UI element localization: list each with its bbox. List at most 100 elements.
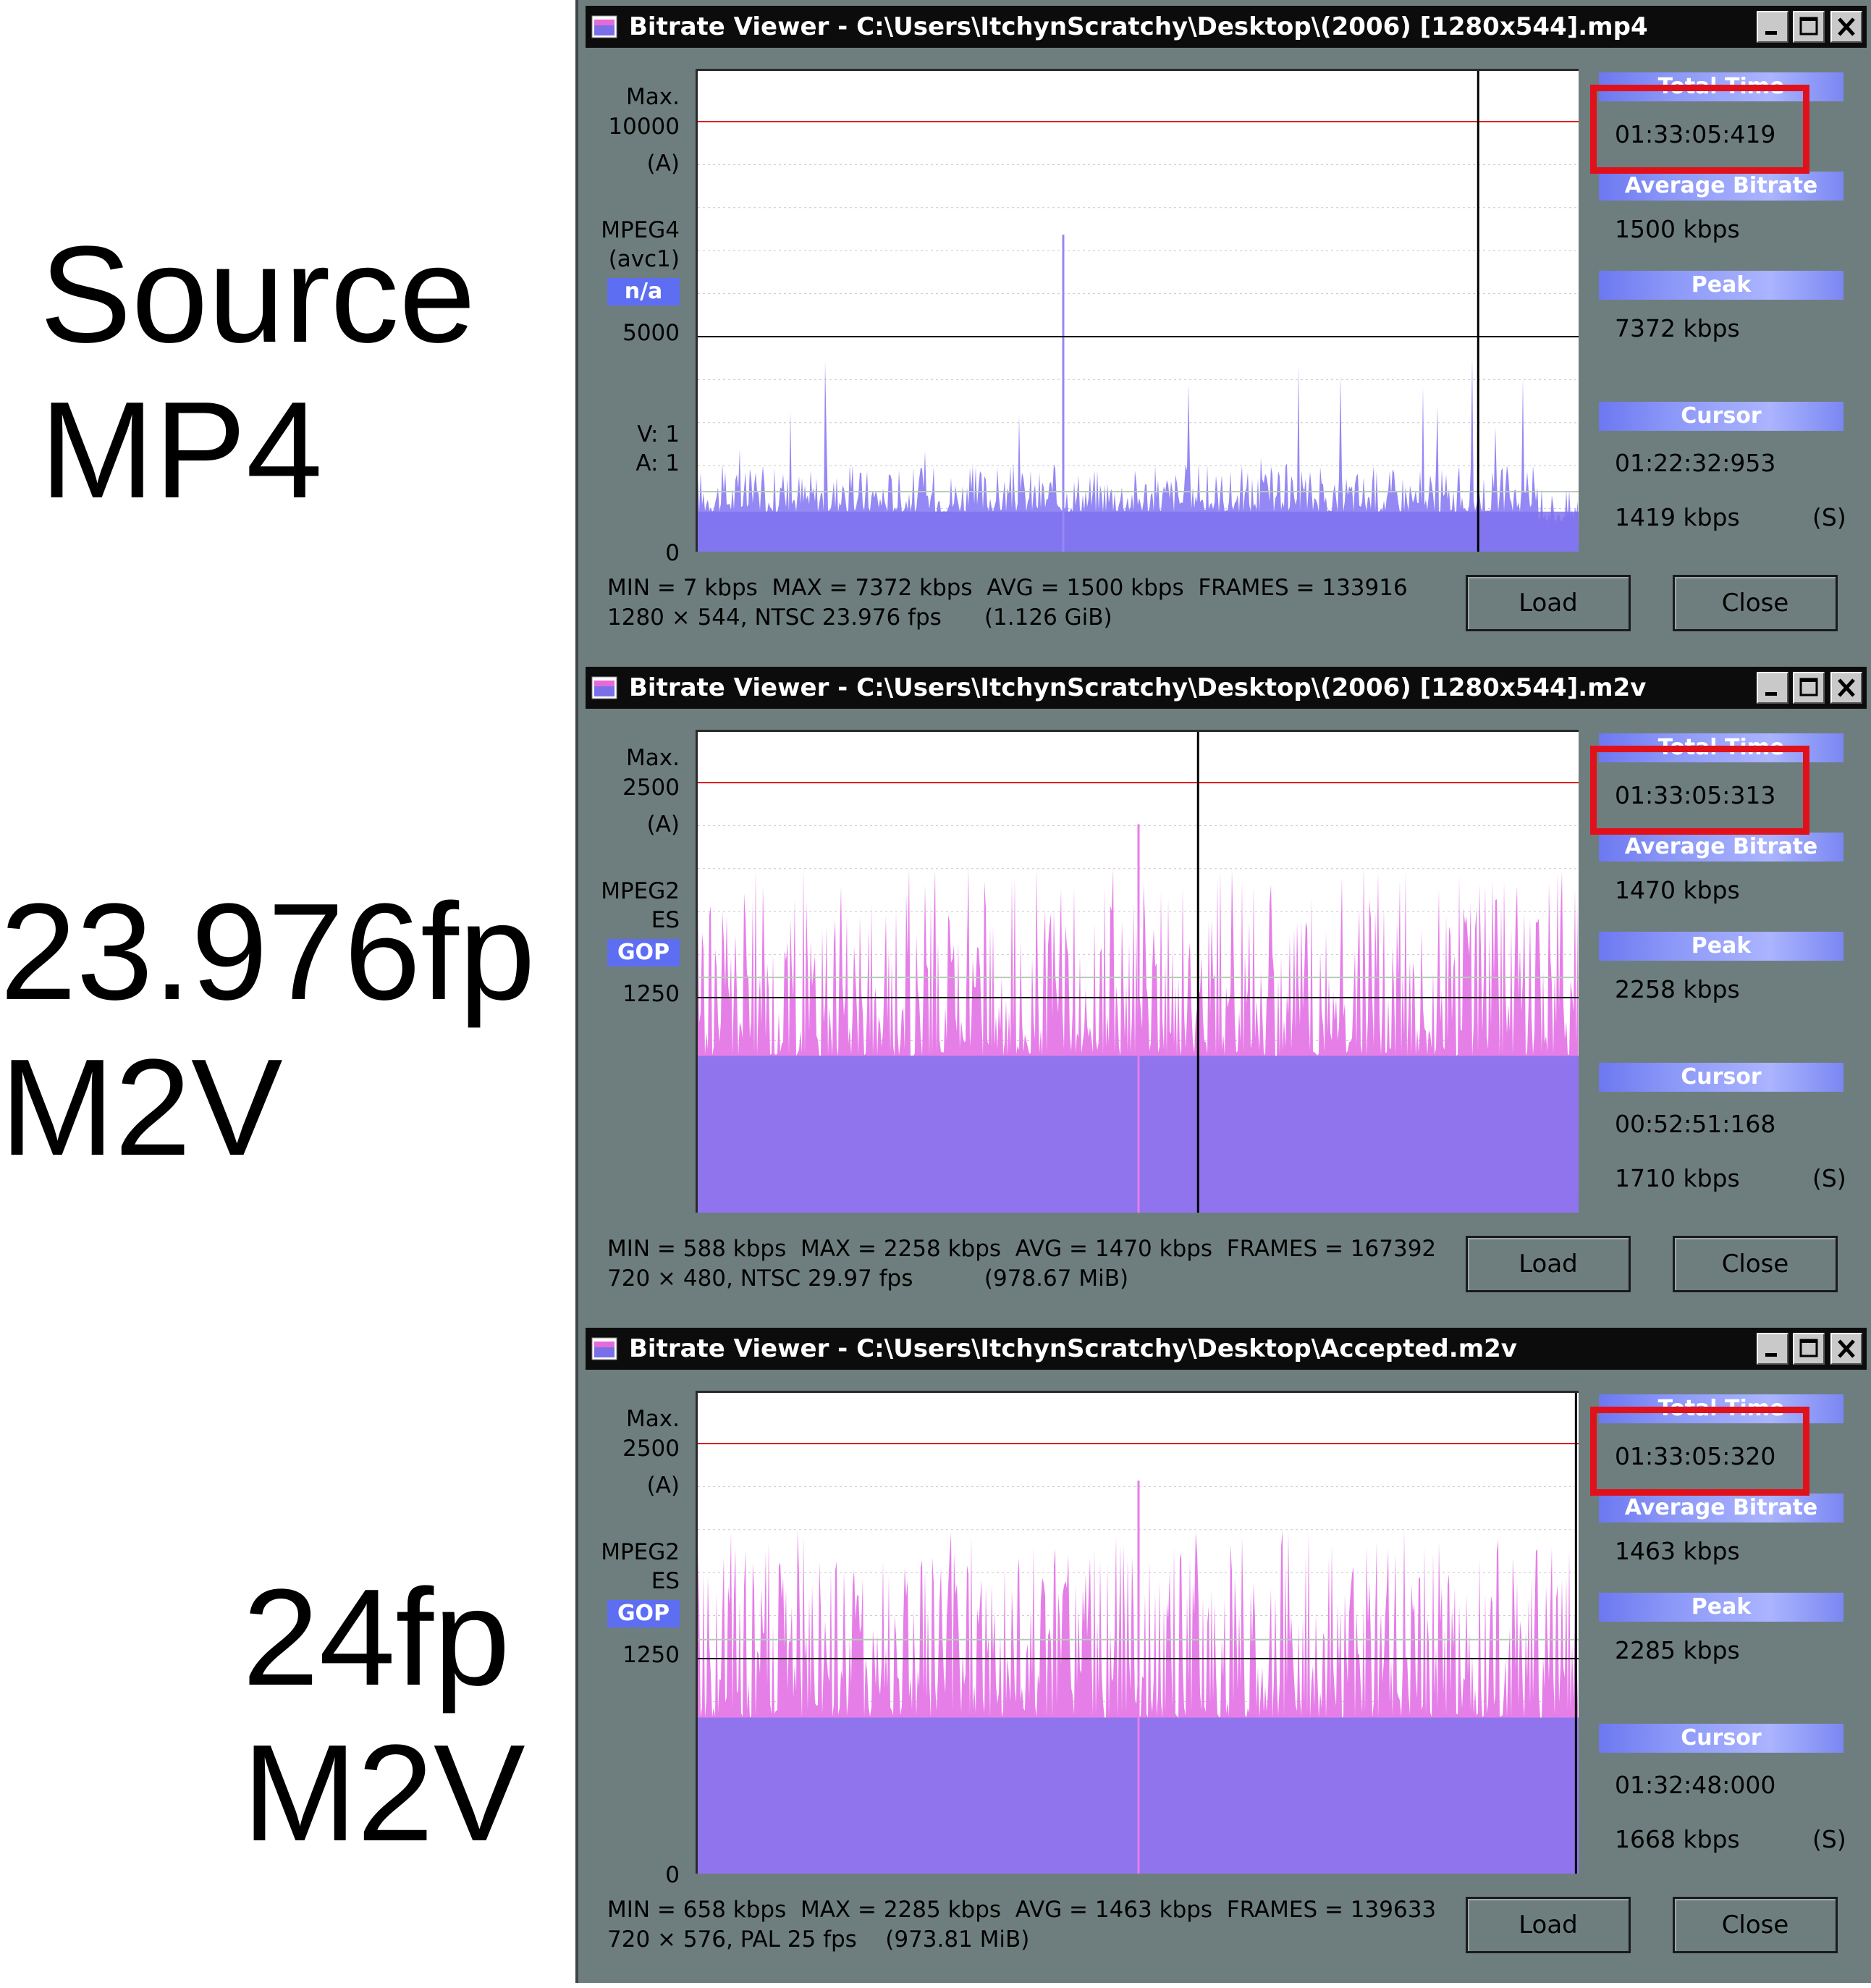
y-axis-mid-value: 5000 (622, 320, 680, 346)
maximize-button[interactable] (1793, 11, 1825, 43)
minimize-icon (1765, 1353, 1777, 1357)
cursor-bitrate-value: 1668 kbps (1615, 1825, 1740, 1853)
codec-line-2: ES (651, 1568, 680, 1594)
minimize-icon (1765, 31, 1777, 35)
cursor-header: Cursor (1599, 1724, 1843, 1753)
y-axis-zero-value: 0 (665, 1862, 680, 1888)
codec-line-1: MPEG2 (601, 878, 680, 904)
maximize-button[interactable] (1793, 672, 1825, 704)
total-time-highlight (1590, 1407, 1809, 1496)
cursor-bitrate-value: 1419 kbps (1615, 503, 1740, 531)
window-title: Bitrate Viewer - C:\Users\ItchynScratchy… (629, 12, 1648, 41)
cursor-header: Cursor (1599, 1063, 1843, 1092)
stats-line-1: MIN = 588 kbps MAX = 2258 kbps AVG = 147… (607, 1236, 1437, 1262)
bitrate-viewer-app-icon (591, 676, 617, 699)
peak-value: 7372 kbps (1615, 314, 1740, 342)
average-bitrate-header: Average Bitrate (1599, 1494, 1843, 1522)
close-icon (1838, 17, 1855, 36)
y-axis-zero-value: 0 (665, 540, 680, 566)
cursor-stream-flag: (S) (1812, 1164, 1846, 1192)
close-icon (1838, 678, 1855, 697)
maximize-button[interactable] (1793, 1333, 1825, 1365)
stats-line-2: 1280 × 544, NTSC 23.976 fps (1.126 GiB) (607, 605, 1112, 631)
peak-header: Peak (1599, 932, 1843, 961)
codec-line-1: MPEG4 (601, 217, 680, 243)
bitrate-viewer-window-2: Bitrate Viewer - C:\Users\ItchynScratchy… (575, 661, 1871, 1322)
stream-type-badge: GOP (607, 939, 680, 966)
total-time-highlight (1590, 85, 1809, 174)
cursor-stream-flag: (S) (1812, 1825, 1846, 1853)
codec-line-2: (avc1) (608, 246, 680, 272)
average-bitrate-value: 1500 kbps (1615, 215, 1740, 243)
minimize-button[interactable] (1757, 11, 1788, 43)
stats-line-2: 720 × 576, PAL 25 fps (973.81 MiB) (607, 1926, 1030, 1953)
bitrate-viewer-app-icon (591, 1337, 617, 1360)
y-axis-max-label: Max. (626, 84, 680, 110)
stats-line-1: MIN = 7 kbps MAX = 7372 kbps AVG = 1500 … (607, 575, 1408, 601)
maximize-icon (1799, 678, 1818, 696)
total-time-highlight (1590, 746, 1809, 835)
average-bitrate-header: Average Bitrate (1599, 833, 1843, 862)
y-axis-max-value: 2500 (622, 775, 680, 801)
close-window-button[interactable] (1830, 1333, 1862, 1365)
label-source-mp4: Source MP4 (40, 218, 476, 527)
cursor-bitrate-value: 1710 kbps (1615, 1164, 1740, 1192)
minimize-button[interactable] (1757, 672, 1788, 704)
close-window-button[interactable] (1830, 11, 1862, 43)
bitrate-viewer-window-3: Bitrate Viewer - C:\Users\ItchynScratchy… (575, 1322, 1871, 1983)
title-bar[interactable]: Bitrate Viewer - C:\Users\ItchynScratchy… (586, 1328, 1867, 1370)
total-time-value: 01:33:05:313 (1615, 781, 1776, 809)
bitrate-graph[interactable] (696, 730, 1579, 1213)
bitrate-graph-svg (698, 71, 1579, 552)
y-axis-max-label: Max. (626, 745, 680, 771)
maximize-icon (1799, 17, 1818, 35)
cursor-time-value: 01:22:32:953 (1615, 449, 1776, 477)
y-axis-max-value: 10000 (608, 114, 680, 140)
close-button[interactable]: Close (1673, 575, 1838, 631)
stats-line-2: 720 × 480, NTSC 29.97 fps (978.67 MiB) (607, 1265, 1129, 1292)
bitrate-body (698, 511, 1579, 552)
total-time-value: 01:33:05:419 (1615, 120, 1776, 148)
bitrate-viewer-window-1: Bitrate Viewer - C:\Users\ItchynScratchy… (575, 0, 1871, 661)
window-title: Bitrate Viewer - C:\Users\ItchynScratchy… (629, 673, 1647, 702)
close-button[interactable]: Close (1673, 1236, 1838, 1292)
codec-line-2: ES (651, 907, 680, 933)
bitrate-graph[interactable] (696, 69, 1579, 552)
bitrate-viewer-app-icon (591, 15, 617, 38)
bitrate-bars (698, 358, 1579, 552)
title-bar[interactable]: Bitrate Viewer - C:\Users\ItchynScratchy… (586, 667, 1867, 709)
close-window-button[interactable] (1830, 672, 1862, 704)
peak-value: 2258 kbps (1615, 975, 1740, 1003)
load-button[interactable]: Load (1466, 575, 1631, 631)
peak-header: Peak (1599, 271, 1843, 300)
y-axis-a-label: (A) (646, 151, 680, 177)
y-axis-a-label: (A) (646, 1473, 680, 1499)
cursor-time-value: 01:32:48:000 (1615, 1771, 1776, 1799)
y-axis-max-value: 2500 (622, 1436, 680, 1462)
maximize-icon (1799, 1339, 1818, 1357)
close-button[interactable]: Close (1673, 1897, 1838, 1953)
cursor-stream-flag: (S) (1812, 503, 1846, 531)
minimize-button[interactable] (1757, 1333, 1788, 1365)
average-bitrate-value: 1470 kbps (1615, 876, 1740, 904)
close-icon (1838, 1339, 1855, 1358)
title-bar[interactable]: Bitrate Viewer - C:\Users\ItchynScratchy… (586, 6, 1867, 48)
load-button[interactable]: Load (1466, 1897, 1631, 1953)
codec-line-1: MPEG2 (601, 1539, 680, 1565)
load-button[interactable]: Load (1466, 1236, 1631, 1292)
label-23976fp-m2v: 23.976fp M2V (0, 875, 536, 1184)
stream-type-badge: GOP (607, 1600, 680, 1627)
bitrate-graph[interactable] (696, 1391, 1579, 1874)
y-axis-max-label: Max. (626, 1406, 680, 1432)
stats-line-1: MIN = 658 kbps MAX = 2285 kbps AVG = 146… (607, 1897, 1437, 1923)
window-title: Bitrate Viewer - C:\Users\ItchynScratchy… (629, 1334, 1517, 1363)
stream-type-badge: n/a (607, 278, 680, 306)
peak-header: Peak (1599, 1593, 1843, 1622)
total-time-value: 01:33:05:320 (1615, 1442, 1776, 1470)
y-axis-mid-value: 1250 (622, 1642, 680, 1668)
audio-track-indicator: A: 1 (635, 450, 680, 476)
y-axis-mid-value: 1250 (622, 981, 680, 1007)
y-axis-a-label: (A) (646, 812, 680, 838)
average-bitrate-header: Average Bitrate (1599, 172, 1843, 201)
bitrate-graph-svg (698, 1393, 1579, 1874)
